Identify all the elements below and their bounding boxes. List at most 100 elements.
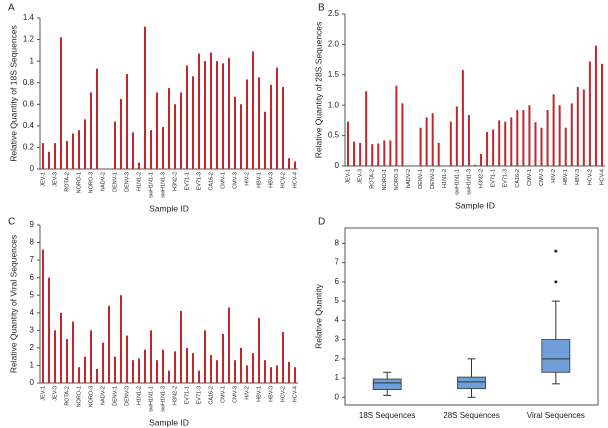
x-tick-label: EV71-1 [184,172,190,190]
x-tick-label: ROTA-2 [370,169,376,189]
x-tick-label: HBV-3 [575,169,581,185]
x-tick-label: HBV-1 [563,169,569,185]
bar [60,37,62,169]
box [457,376,486,390]
panel-label: B [318,3,325,14]
bar [270,84,272,169]
x-tick-label: H1N1-2 [136,386,142,405]
bar [288,361,290,383]
x-tick-label: HCV-4 [292,386,298,402]
bar [192,76,194,169]
x-tick-label: hADV-2 [100,172,106,191]
y-tick-label: 1 [30,361,35,370]
bar [84,356,86,383]
y-tick-label: 9 [30,220,35,229]
bar [294,367,296,383]
y-tick-label: 0 [30,164,35,173]
bar [395,85,398,166]
bar [66,140,68,169]
x-tick-label: HIV-2 [551,169,557,183]
bar [240,347,242,383]
y-tick-label: 7 [335,258,340,267]
x-tick-label: 28S Sequences [443,411,500,420]
bar [431,113,434,166]
x-tick-label: NORO-3 [88,172,94,193]
bar [570,103,573,166]
bar [168,88,170,169]
x-axis-label: Sample ID [149,417,189,427]
bar [78,367,80,383]
y-tick-label: 0.5 [328,131,340,140]
bar [126,74,128,169]
y-tick-label: 3 [335,335,340,344]
x-tick-label: H3N2-2 [172,172,178,191]
x-tick-label: Viral Sequences [527,411,585,420]
bar [288,158,290,169]
x-tick-label: JEV-1 [345,169,351,184]
x-tick-label: JEV-3 [358,169,364,184]
bar [72,321,74,383]
x-tick-label: JEV-1 [40,172,46,187]
bar [216,360,218,383]
bar [371,144,374,166]
bar [576,86,579,166]
bar [162,349,164,383]
x-tick-label: DENV-3 [124,172,130,192]
bar [60,312,62,383]
bar [96,68,98,169]
x-tick-label: H1N1-2 [442,169,448,188]
y-tick-label: 0.4 [23,121,35,130]
bar [467,114,470,166]
y-tick-label: 1.4 [23,13,35,22]
bar [258,77,260,169]
y-tick-label: 2 [30,343,35,352]
x-tick-label: swH1N1-3 [160,172,166,198]
y-tick-label: 4 [30,308,35,317]
box [541,339,571,373]
y-tick-label: 0.8 [23,78,35,87]
bar [234,96,236,169]
x-tick-label: CMV-1 [220,386,226,403]
x-tick-label: swH1N1-1 [148,172,154,198]
bar [252,353,254,383]
x-tick-label: CA16-2 [208,172,214,191]
bar [180,92,182,169]
y-axis-label: Relative Quantity of Viral Sequences [8,235,18,373]
bar [96,368,98,383]
bar [66,339,68,383]
x-tick-label: H3N2-2 [172,386,178,405]
bar [48,277,50,383]
y-tick-label: 2.5 [328,9,340,18]
bar [210,52,212,170]
bar [108,305,110,383]
bar [276,67,278,169]
bar [120,295,122,383]
bar [359,142,362,166]
bar [480,153,483,166]
x-axis-label: Sample ID [455,200,495,210]
bar [78,130,80,169]
bar [204,330,206,383]
bar [437,142,440,166]
bar [282,87,284,169]
bar [504,121,507,166]
x-tick-label: ROTA-2 [64,386,70,406]
bar [347,121,350,166]
bar [198,53,200,169]
bar [48,151,50,169]
bar [510,117,513,166]
x-tick-label: HBV-1 [256,386,262,402]
bar [258,318,260,383]
y-tick-label: 6 [30,273,35,282]
x-tick-label: CMV-1 [527,169,533,186]
panel-label: A [8,3,15,14]
bar [156,360,158,383]
x-tick-label: CMV-1 [220,172,226,189]
bar [84,119,86,169]
bar [365,91,368,166]
bar [449,121,452,166]
bar [246,365,248,383]
y-tick-label: 2 [335,354,340,363]
bar [210,354,212,383]
